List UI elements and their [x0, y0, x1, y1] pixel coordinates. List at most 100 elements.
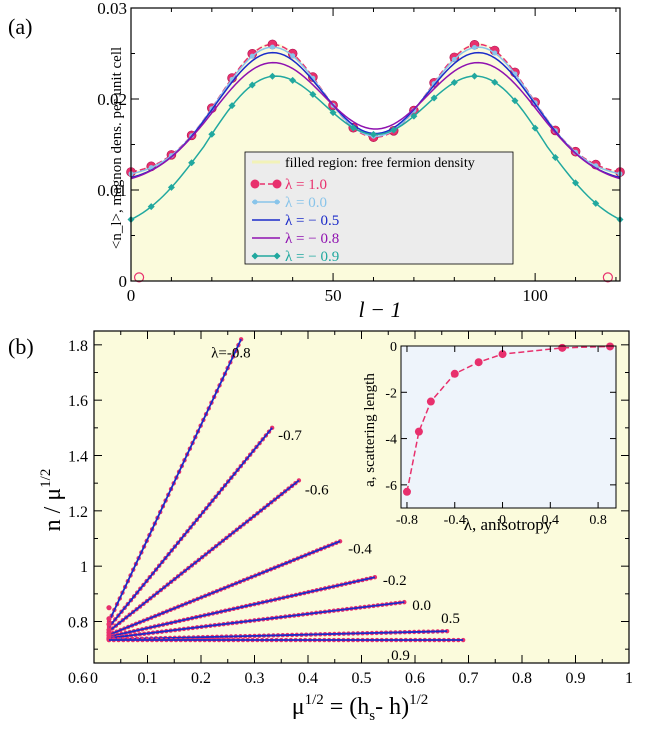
series-4-fit-line	[108, 576, 376, 638]
x-tick-label: 0.4	[298, 670, 318, 687]
series-0-first-point	[106, 605, 112, 611]
panel-a: (a) 0 50 100 0 0.01 0.02 0.03 l − 1 <n_l>, mag…	[8, 0, 625, 322]
series-4-point	[167, 183, 175, 191]
series-label-3: -0.4	[348, 541, 372, 557]
series-label-4: -0.2	[383, 573, 407, 589]
series-0-edge-point	[133, 272, 145, 283]
series-2-fit-line	[108, 479, 300, 632]
inset-ylabel: a, scattering length	[362, 373, 378, 487]
series-0-edge-point	[602, 272, 613, 283]
y-tick-label: 1.8	[68, 338, 88, 355]
inset-data-point	[414, 427, 423, 436]
x-tick-label: 0.3	[245, 670, 265, 687]
y-tick-label: 1.2	[68, 504, 88, 521]
legend-marker-1	[274, 199, 280, 205]
legend-box	[244, 151, 514, 265]
inset-x-tick-label: 0	[499, 513, 506, 528]
inset-frame	[400, 345, 617, 509]
series-4-point	[248, 81, 256, 89]
y-tick-label: 1.6	[68, 393, 88, 410]
inset-data-point	[558, 343, 567, 352]
x-tick-label: 0.1	[138, 670, 158, 687]
inset-x-tick-label: 0.4	[542, 513, 560, 528]
series-4-point	[268, 72, 276, 80]
inset-x-tick-label: 0.8	[589, 513, 607, 528]
series-4-point	[390, 126, 398, 134]
inset-ticks: -0.8 -0.4 0 0.4 0.8 -6 -4 -2 0	[385, 340, 616, 528]
series-4-point	[511, 97, 519, 105]
series-4-point	[450, 79, 458, 87]
series-3-fit-line	[108, 540, 341, 636]
legend-marker-1	[252, 199, 258, 205]
x-tick-label: 0.9	[566, 670, 586, 687]
series-label-7: 0.9	[391, 648, 410, 664]
legend-marker-4	[273, 252, 281, 260]
series-4-point	[491, 78, 499, 86]
x-tick-label: 0.2	[191, 670, 211, 687]
y-tick-label: 1.4	[68, 449, 88, 466]
x-tick-label: 0	[90, 670, 98, 687]
series-line-3	[130, 61, 621, 180]
panel-a-ticks: 0 50 100 0 0.01 0.02 0.03	[97, 0, 620, 305]
inset-x-tick-label: -0.8	[396, 513, 418, 528]
series-1-point	[472, 44, 478, 50]
y-tick-label: 1	[80, 559, 88, 576]
legend-marker-0	[272, 179, 282, 189]
inset-series	[402, 342, 615, 496]
panel-a-legend: filled region: free fermion density λ = …	[244, 151, 514, 265]
y-tick-label: 0.03	[97, 0, 127, 18]
x-tick-label: 0.6	[405, 670, 425, 687]
series-4-point	[329, 109, 337, 117]
series-6-fit-line	[108, 630, 448, 641]
series-4-point	[289, 76, 297, 84]
panel-b-ticks: 0 0.1 0.2 0.3 0.4 0.5 0.6 0.7 0.8 0.9 1 0.6 0.8 1 1.2 1…	[68, 331, 633, 687]
series-4-point	[228, 102, 236, 110]
inset-x-tick-label: -0.4	[444, 513, 466, 528]
panel-b-label: (b)	[8, 334, 34, 359]
series-1-point	[269, 44, 275, 50]
x-tick-label: 50	[325, 286, 342, 305]
series-4-point	[531, 124, 539, 132]
panel-a-curves	[126, 39, 625, 283]
series-4-point	[147, 203, 155, 211]
inset-data-point	[402, 487, 411, 496]
legend-label-0: λ = 1.0	[285, 177, 327, 193]
series-2-first-point	[106, 621, 112, 627]
series-4-point	[188, 159, 196, 167]
series-label-1: -0.7	[278, 428, 302, 444]
panel-b: (b) λ=-0.8 -0.7 -0.6 -0.4 -0.2 0.0 0.5 0.9 0 0.1…	[8, 330, 633, 724]
series-label-5: 0.0	[412, 598, 431, 614]
series-1-point	[451, 56, 457, 62]
inset-data-point	[426, 397, 435, 406]
inset-y-tick-label: -2	[385, 386, 397, 401]
inset-background	[401, 346, 616, 508]
series-4-point	[592, 199, 600, 207]
series-4-point	[349, 124, 357, 132]
legend-items: λ = 1.0 λ = 0.0 λ = − 0.5 λ = − 0.8 λ = − 0.…	[250, 177, 339, 265]
legend-label-2: λ = − 0.5	[285, 213, 339, 229]
series-label-0: λ=-0.8	[211, 345, 250, 361]
series-0-fit-line	[108, 338, 242, 622]
panel-b-series	[106, 337, 466, 643]
series-4-point	[369, 130, 377, 138]
legend-marker-0	[250, 179, 260, 189]
inset-xlabel: λ, anisotropy	[464, 515, 553, 534]
y-tick-label: 0	[119, 272, 128, 291]
inset-data-point	[474, 358, 483, 367]
x-tick-label: 0.5	[352, 670, 372, 687]
series-1-point	[431, 81, 437, 87]
inset-data-point	[498, 350, 507, 359]
series-1-first-point	[106, 616, 112, 622]
y-tick-label: 0.6	[68, 670, 88, 687]
y-tick-label: 0.02	[97, 90, 127, 109]
inset-data-point	[450, 369, 459, 378]
x-tick-label: 0	[127, 286, 136, 305]
series-4-point	[309, 90, 317, 98]
y-tick-label: 0.01	[97, 181, 127, 200]
legend-fill-label: filled region: free fermion density	[285, 156, 475, 171]
inset-y-tick-label: -6	[385, 479, 397, 494]
legend-label-1: λ = 0.0	[285, 195, 327, 211]
x-tick-label: 100	[522, 286, 548, 305]
x-tick-label: 1	[625, 670, 633, 687]
inset-line	[406, 345, 611, 492]
